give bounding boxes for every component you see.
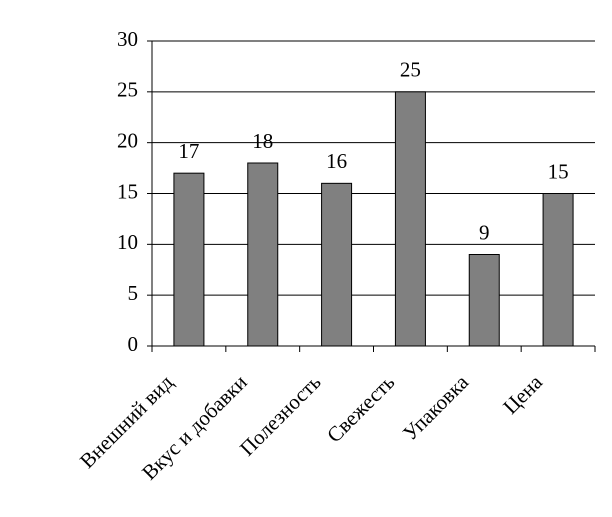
x-tick-label: Упаковка <box>398 369 474 445</box>
data-label: 15 <box>548 159 569 183</box>
y-tick-label: 10 <box>117 230 138 254</box>
y-tick-label: 25 <box>117 78 138 102</box>
bar <box>247 162 279 347</box>
data-label: 17 <box>178 139 199 163</box>
y-tick-label: 15 <box>117 179 138 203</box>
bar <box>542 193 574 347</box>
y-tick-label: 0 <box>128 332 139 356</box>
data-label: 9 <box>479 220 490 244</box>
y-tick-label: 30 <box>117 27 138 51</box>
bar <box>321 182 353 347</box>
bar <box>468 254 500 347</box>
data-label: 25 <box>400 58 421 82</box>
data-label: 18 <box>252 129 273 153</box>
bar <box>394 91 426 347</box>
x-tick-label: Полезность <box>235 370 326 461</box>
y-tick-label: 5 <box>128 281 139 305</box>
x-tick-label: Цена <box>498 369 547 418</box>
bar <box>173 172 205 347</box>
data-label: 16 <box>326 149 347 173</box>
y-tick-label: 20 <box>117 128 138 152</box>
x-tick-label: Свежесть <box>322 370 399 447</box>
